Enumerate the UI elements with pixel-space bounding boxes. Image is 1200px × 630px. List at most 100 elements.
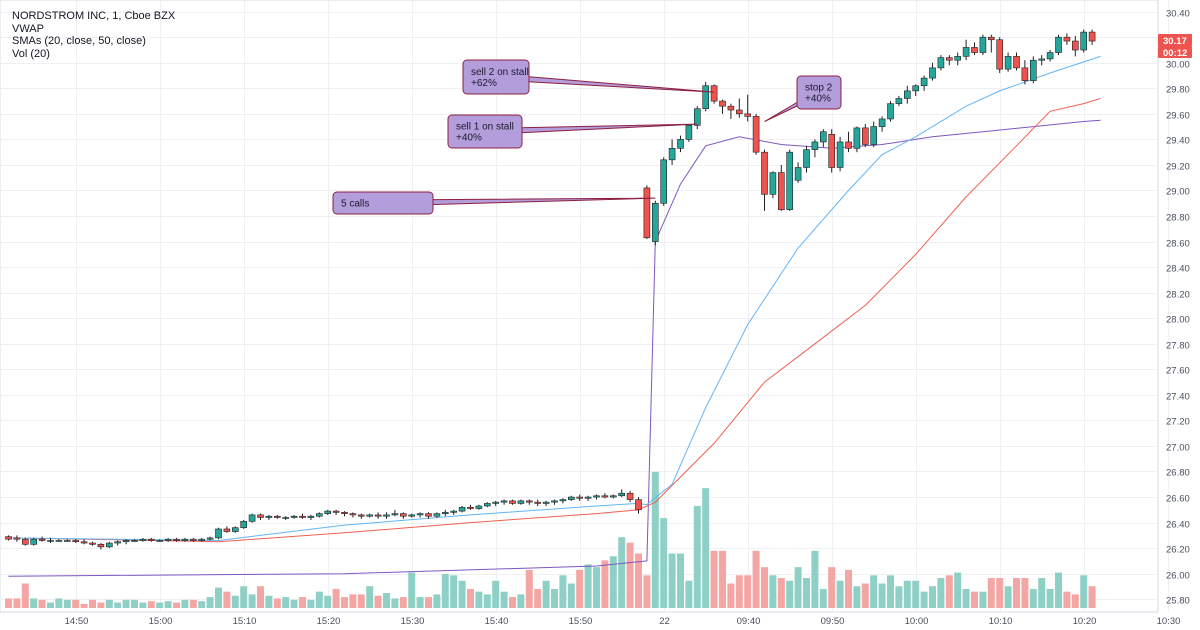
volume-bar [895, 586, 903, 608]
price-tick-label: 25.80 [1166, 596, 1190, 607]
volume-bar [668, 553, 676, 608]
candle-up [408, 514, 416, 517]
countdown-badge [1158, 46, 1192, 59]
volume-bar [903, 580, 911, 608]
price-tick-label: 26.20 [1166, 545, 1190, 556]
volume-bar [290, 599, 298, 608]
price-tick-label: 28.80 [1166, 213, 1190, 224]
candle-up [164, 538, 172, 541]
time-tick-label: 10:20 [1073, 616, 1097, 627]
volume-bar [685, 580, 693, 608]
candle-down [996, 39, 1004, 70]
candle-up [240, 521, 247, 528]
annotation-callout: 5 calls [332, 191, 656, 215]
time-tick-label: 15:00 [149, 616, 173, 627]
volume-bar [828, 567, 836, 608]
volume-bar [147, 601, 155, 608]
candle-down [945, 57, 953, 61]
annotation-callout: stop 2+40% [764, 75, 842, 122]
volume-bar [5, 598, 12, 608]
volume-bar [307, 599, 315, 608]
annotation-callout: sell 1 on stall+40% [447, 114, 698, 149]
smas-legend[interactable]: SMAs (20, close, 50, close) [12, 35, 146, 47]
volume-bar [299, 597, 306, 608]
volume-bar [156, 602, 164, 608]
volume-bar [105, 599, 113, 608]
candle-down [349, 513, 357, 516]
volume-bar [803, 578, 810, 608]
candle-up [677, 139, 684, 149]
volume-bar [786, 580, 794, 608]
volume-bar [979, 591, 987, 608]
candle-down [534, 501, 542, 504]
candle-down [828, 133, 836, 168]
candle-up [156, 540, 163, 542]
annotation-box [796, 75, 842, 110]
price-tick-label: 28.60 [1166, 239, 1190, 250]
candle-down [89, 542, 96, 545]
price-tick-label: 29.80 [1166, 85, 1190, 96]
annotation-box [332, 191, 434, 215]
candle-up [307, 515, 315, 518]
vwap-legend[interactable]: VWAP [12, 22, 44, 35]
candle-up [265, 515, 273, 518]
time-axis[interactable]: 14:50 15:00 15:10 15:20 15:30 15:40 15:50 22 09:… [65, 616, 1181, 627]
candle-down [1088, 31, 1096, 42]
price-tick-label: 29.60 [1166, 111, 1190, 122]
annotation-box [447, 114, 523, 149]
volume-bar [215, 587, 222, 608]
price-tick-label: 30.40 [1166, 9, 1190, 20]
volume-bar [509, 597, 516, 608]
candle-down [719, 100, 726, 107]
candle-down [861, 127, 869, 145]
volume-bar [273, 598, 281, 608]
volume-bar [1038, 578, 1046, 608]
volume-bar [601, 560, 609, 608]
candle-up [887, 103, 894, 120]
candle-down [425, 513, 432, 517]
volume-legend[interactable]: Vol (20) [12, 47, 50, 60]
volume-bar [265, 595, 273, 608]
candle-up [912, 85, 920, 92]
candle-up [517, 500, 525, 504]
vwap-line [8, 119, 1101, 577]
candle-up [954, 56, 962, 61]
annotation-box [462, 59, 530, 95]
candle-down [845, 141, 852, 149]
candle-up [903, 90, 911, 99]
annotation-text: +40% [456, 133, 482, 144]
volume-bar [845, 569, 852, 608]
volume-bar [450, 575, 458, 608]
volume-bar [38, 599, 46, 608]
price-axis[interactable]: 25.80 26.00 26.20 26.40 26.60 26.80 27.00 27.20… [1158, 9, 1192, 607]
candle-up [30, 538, 38, 545]
candle-up [895, 98, 903, 104]
volume-bar [710, 550, 718, 608]
volume-bar [517, 594, 525, 608]
candle-up [324, 510, 332, 514]
volume-bar [189, 599, 197, 608]
annotation-text: 5 calls [341, 199, 369, 210]
time-tick-label: 09:50 [821, 616, 845, 627]
volume-bar [114, 602, 122, 608]
candle-up [475, 505, 483, 509]
volume-bar [551, 588, 558, 608]
candle-up [811, 141, 819, 150]
symbol-title[interactable]: NORDSTROM INC, 1, Cboe BZX [12, 10, 176, 22]
candle-up [198, 538, 205, 541]
time-tick-label: 10:30 [1157, 616, 1181, 627]
volume-bar [735, 575, 743, 608]
volume-bar [1071, 594, 1079, 608]
volume-bar [257, 586, 264, 608]
volume-bar [467, 588, 474, 608]
candle-down [467, 506, 474, 509]
candlesticks [5, 29, 1096, 550]
volume-bar [693, 505, 701, 608]
candle-up [483, 503, 491, 507]
price-tick-label: 28.20 [1166, 290, 1190, 301]
candle-down [374, 514, 382, 517]
volume-bar [878, 583, 886, 608]
sma50-line [8, 98, 1101, 543]
candle-down [21, 538, 29, 545]
